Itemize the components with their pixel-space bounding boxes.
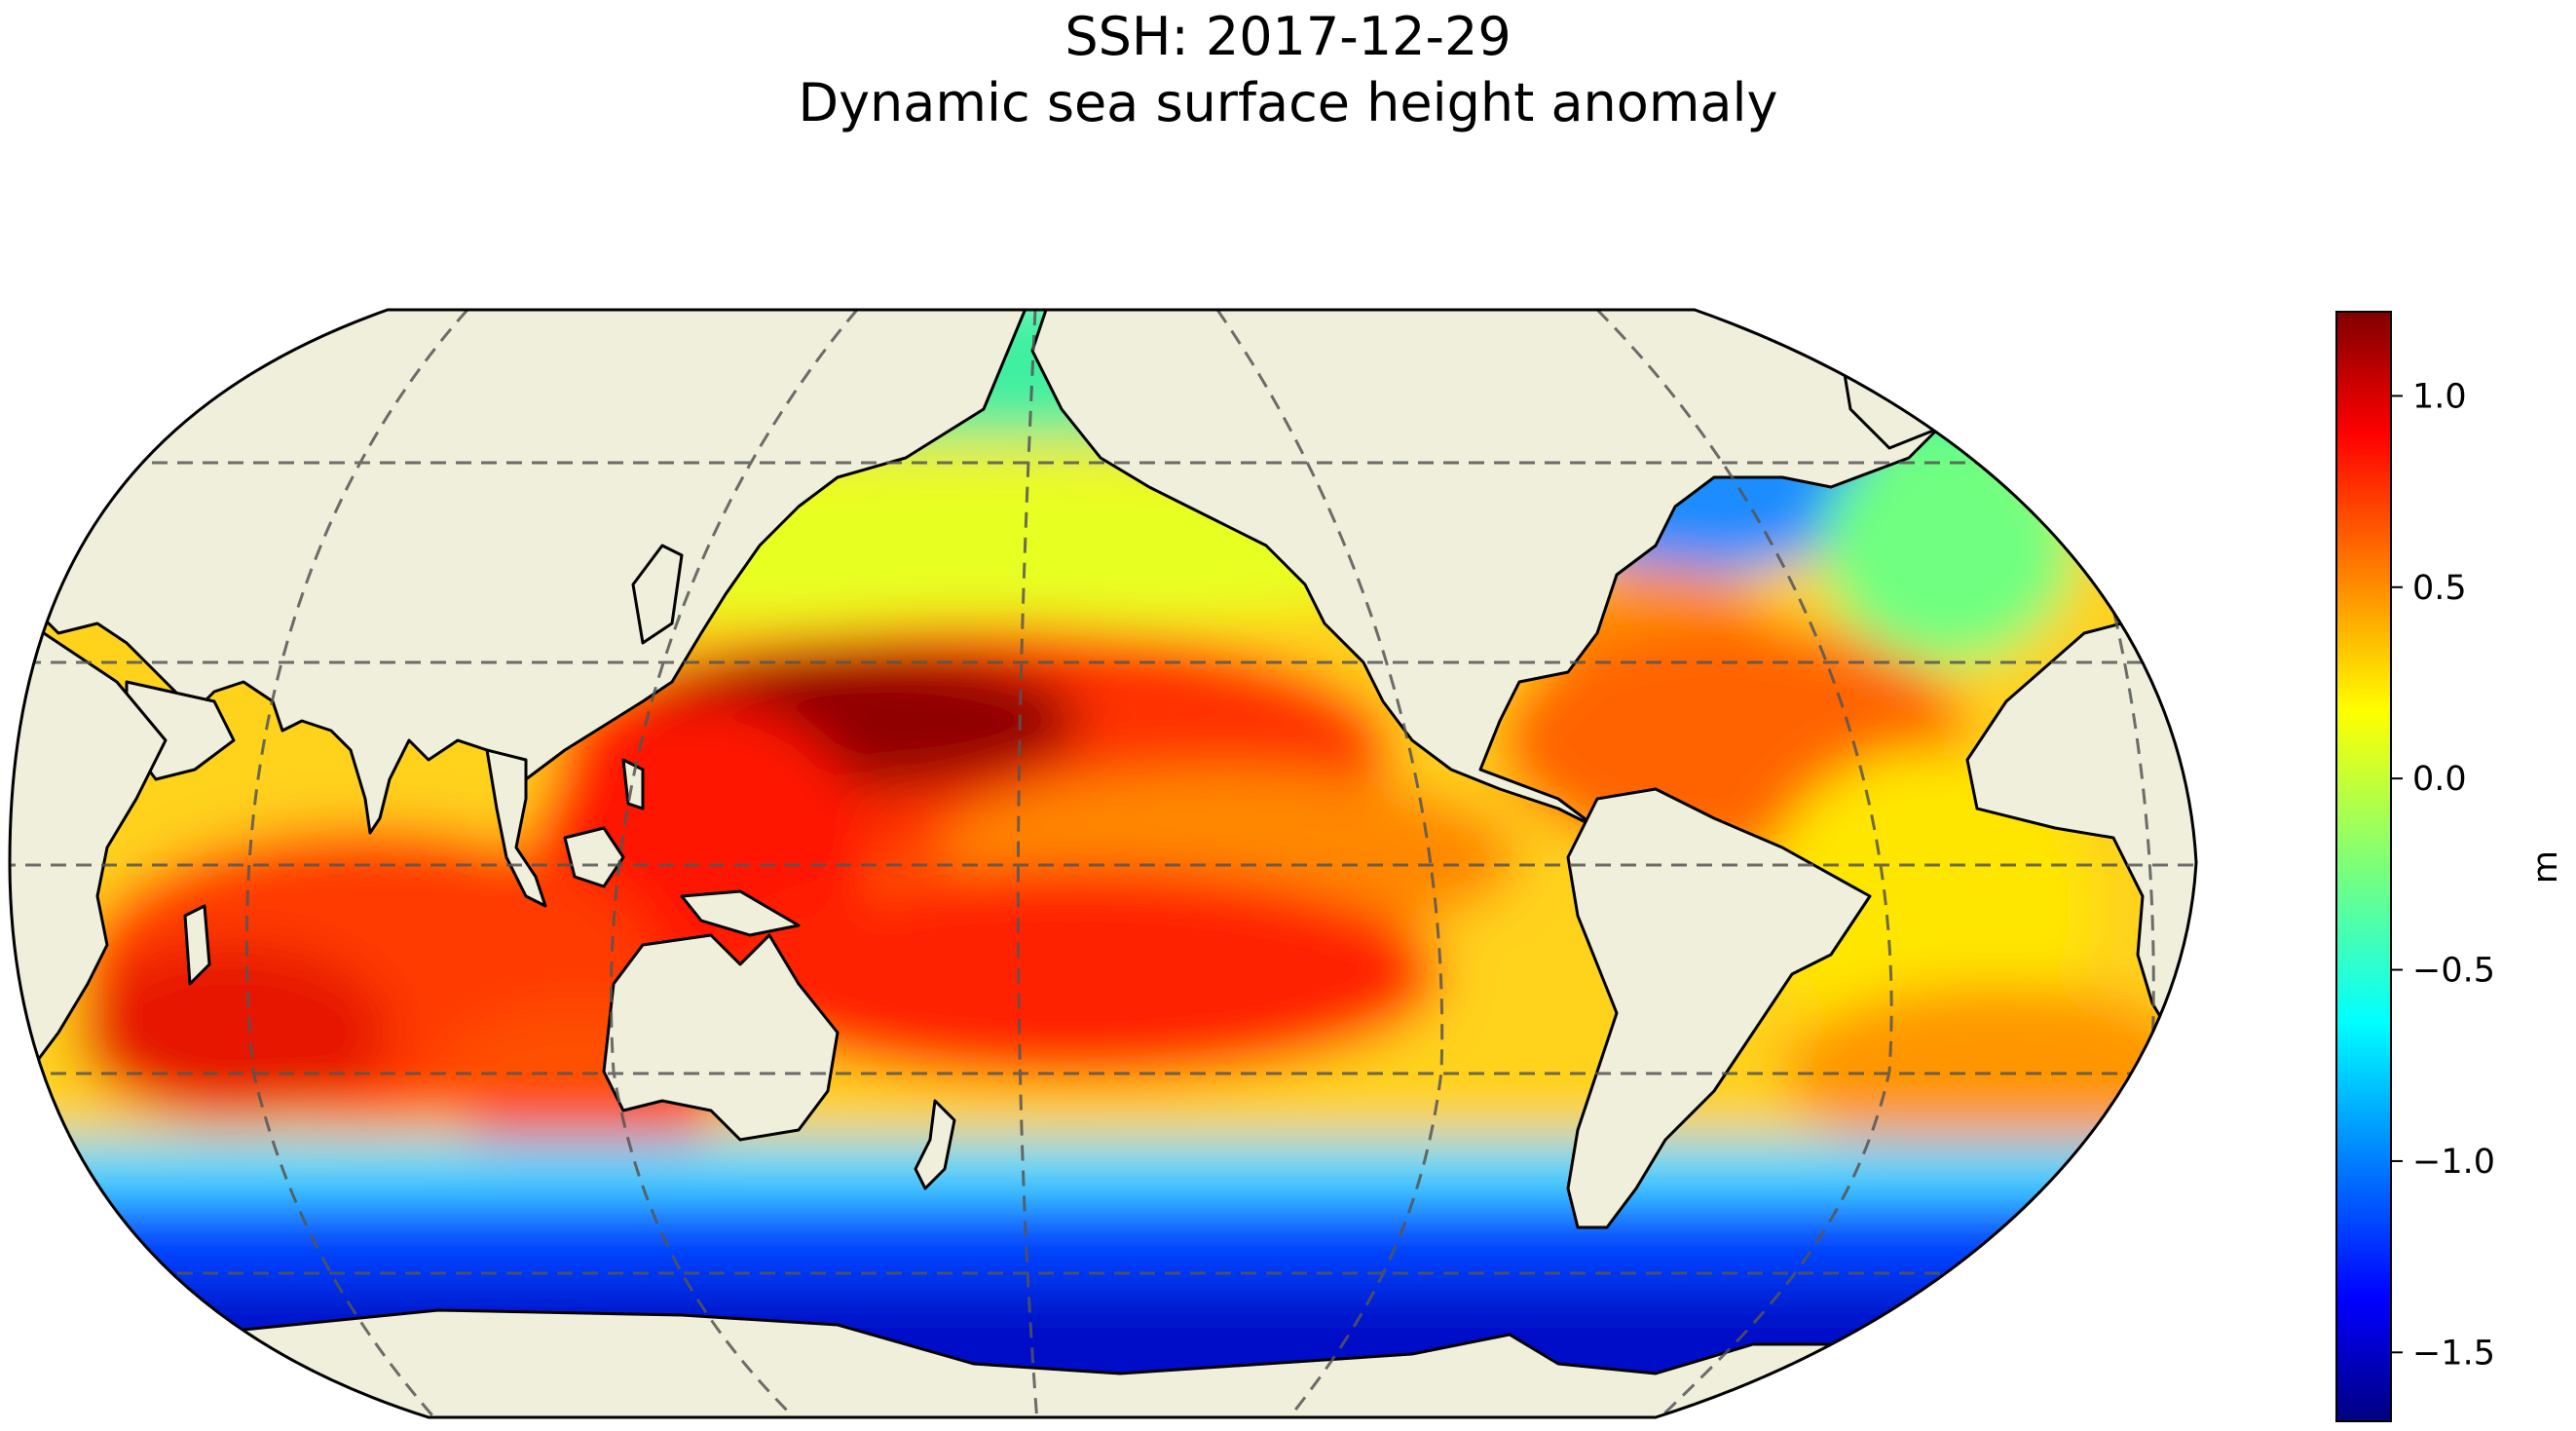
colorbar-tick-label: 0.0: [2412, 760, 2467, 799]
meridian-60w: [1595, 310, 1893, 1417]
land-japan: [631, 544, 684, 645]
land-north-america: [1030, 310, 2067, 830]
globe-outline: [8, 308, 2198, 1419]
land-indochina: [485, 748, 547, 908]
land-borneo: [563, 826, 625, 888]
colorbar-label: m: [2526, 850, 2565, 884]
land-new-zealand: [914, 1099, 956, 1190]
title-line-1: SSH: 2017-12-29: [1064, 6, 1512, 67]
world-map: [10, 310, 2196, 1417]
title-line-2: Dynamic sea surface height anomaly: [798, 72, 1778, 133]
colorbar-tick-label: 1.0: [2412, 377, 2467, 416]
colorbar-tick-label: −1.0: [2412, 1143, 2495, 1182]
land-australia: [602, 933, 840, 1142]
colorbar-tick-label: −1.5: [2412, 1334, 2495, 1373]
land-eurasia: [10, 310, 1034, 835]
land-new-guinea: [680, 889, 801, 937]
gridlines: [10, 310, 2196, 1417]
land-masses: [10, 310, 2196, 1417]
colorbar: 1.0 0.5 0.0 −0.5 −1.0 −1.5 m: [2335, 311, 2565, 1422]
meridian-120w: [1215, 310, 1444, 1417]
colorbar-tick-label: 0.5: [2412, 569, 2467, 608]
meridian-180: [1016, 310, 1039, 1417]
colorbar-ticks: 1.0 0.5 0.0 −0.5 −1.0 −1.5: [2391, 377, 2495, 1373]
colorbar-tick-label: −0.5: [2412, 952, 2495, 991]
colorbar-bar: [2335, 311, 2392, 1422]
meridian-60e: [244, 310, 469, 1417]
meridian-120e: [610, 310, 859, 1417]
land-antarctica: [10, 1308, 2196, 1417]
land-madagascar: [183, 904, 211, 986]
